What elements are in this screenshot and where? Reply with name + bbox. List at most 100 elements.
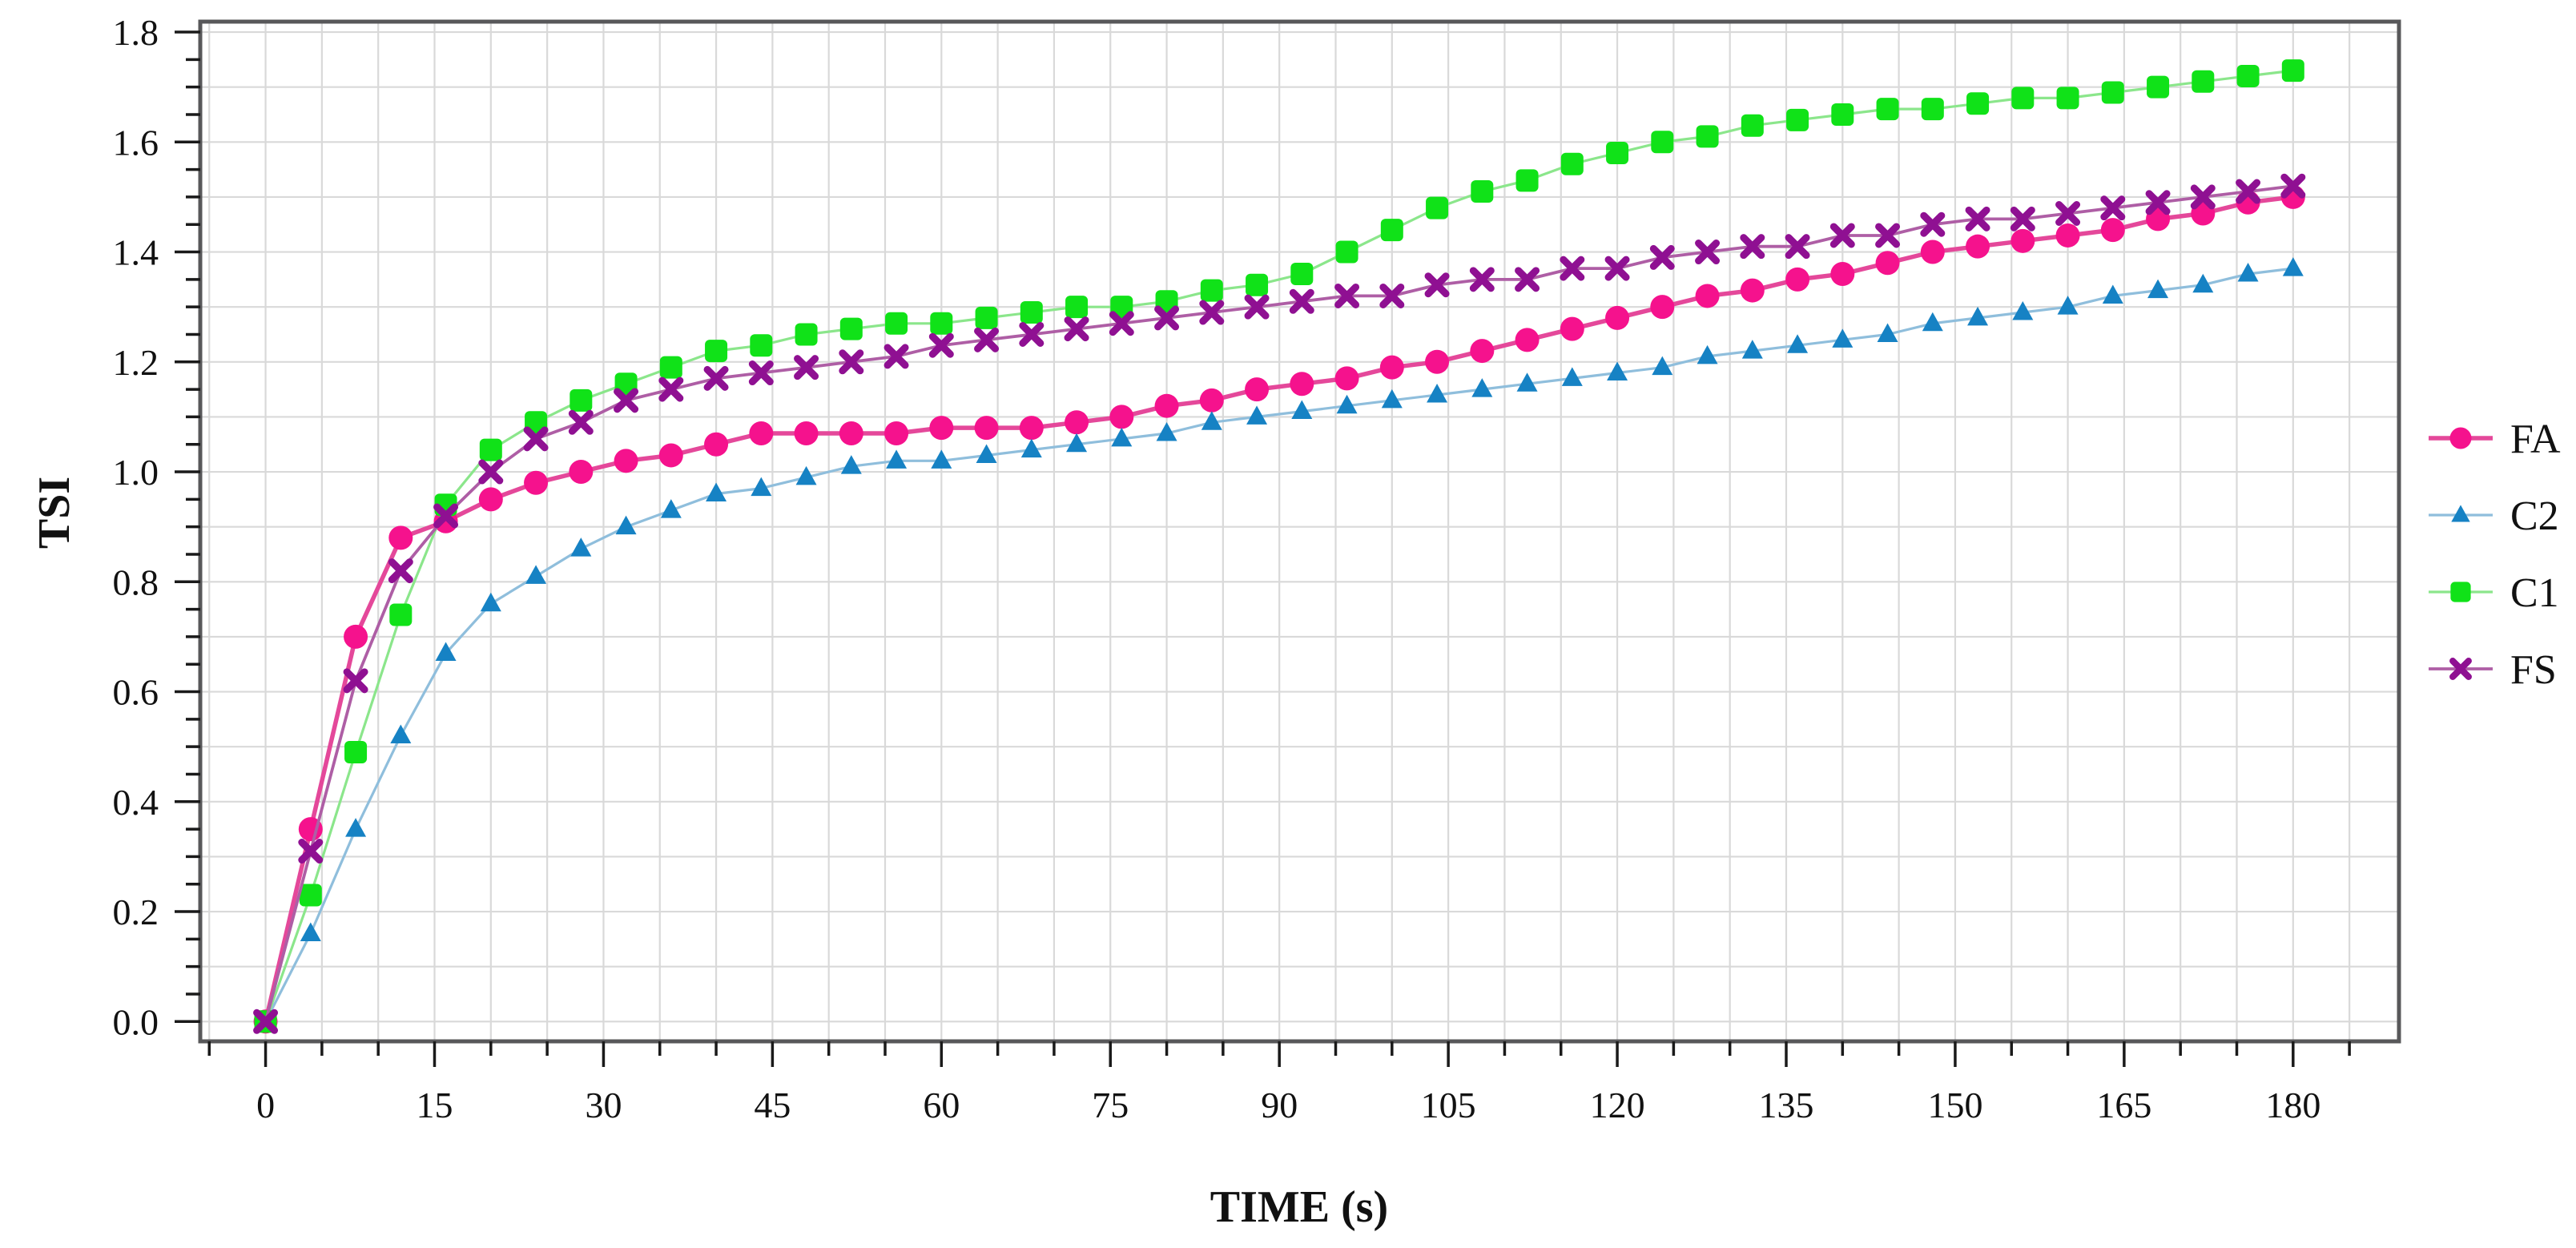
legend-label-FS: FS (2510, 647, 2557, 693)
square-marker (1606, 142, 1629, 165)
triangle-marker (345, 818, 367, 837)
triangle-marker (2237, 262, 2259, 282)
square-marker (1020, 301, 1043, 324)
y-tick-label-0.6: 0.6 (113, 672, 159, 713)
x-marker (1064, 316, 1089, 342)
circle-marker (704, 432, 729, 457)
circle-marker (974, 416, 999, 441)
x-tick-label-75: 75 (1092, 1085, 1129, 1125)
grid-lines (200, 22, 2399, 1041)
square-marker (1380, 219, 1403, 242)
x-marker (568, 409, 594, 435)
circle-marker (1109, 405, 1134, 429)
x-marker (1965, 206, 1990, 231)
x-tick-label-120: 120 (1590, 1085, 1645, 1125)
square-marker (839, 317, 863, 340)
x-tick-label-45: 45 (754, 1085, 791, 1125)
circle-marker (658, 443, 683, 468)
y-tick-label-0.8: 0.8 (113, 562, 159, 602)
x-tick-label-60: 60 (923, 1085, 960, 1125)
square-marker (1786, 108, 1809, 131)
legend: FA C2 C1 FS (2429, 417, 2561, 693)
square-marker (570, 388, 593, 412)
x-marker (2236, 179, 2261, 204)
triangle-marker (1787, 334, 1809, 353)
circle-marker (2100, 218, 2125, 243)
x-tick-label-105: 105 (1421, 1085, 1476, 1125)
x-marker (2190, 184, 2216, 210)
triangle-marker (615, 515, 637, 535)
y-tick-label-1.0: 1.0 (113, 452, 159, 493)
series-line-FS (264, 184, 2294, 1022)
x-marker (2145, 190, 2171, 215)
triangle-marker (300, 922, 321, 941)
legend-item-C2: C2 (2429, 493, 2559, 539)
circle-marker (749, 421, 774, 446)
triangle-marker (1427, 383, 1448, 403)
circle-marker (839, 421, 863, 446)
circle-marker (1830, 261, 1855, 286)
square-marker (930, 312, 953, 335)
x-marker (2010, 206, 2035, 231)
triangle-marker (2057, 296, 2079, 315)
circle-marker (1245, 377, 1270, 402)
circle-marker (524, 470, 549, 495)
triangle-marker (1516, 372, 1538, 392)
square-marker (344, 741, 368, 764)
triangle-marker (1471, 378, 1493, 397)
x-marker (2100, 195, 2126, 221)
triangle-marker (886, 449, 908, 469)
circle-marker (1154, 393, 1179, 418)
x-marker (703, 365, 729, 391)
x-marker (1649, 244, 1675, 270)
x-tick-label-15: 15 (417, 1085, 453, 1125)
triangle-marker (1201, 411, 1222, 430)
x-marker (1785, 234, 1810, 260)
circle-marker (884, 421, 909, 446)
x-marker (1515, 267, 1540, 292)
circle-marker (1966, 234, 1990, 259)
x-marker (388, 558, 413, 584)
circle-marker (614, 449, 638, 473)
triangle-marker (1922, 312, 1943, 332)
circle-marker (2055, 223, 2080, 248)
x-tick-label-150: 150 (1927, 1085, 1982, 1125)
x-marker (1829, 223, 1855, 248)
square-marker (1921, 98, 1944, 121)
circle-marker (478, 487, 503, 512)
x-marker (2280, 173, 2306, 199)
series-FS (253, 173, 2306, 1034)
x-marker (2055, 201, 2081, 227)
y-tick-label-1.2: 1.2 (113, 342, 159, 383)
square-marker (614, 372, 638, 396)
square-marker (479, 438, 502, 461)
x-marker (1019, 321, 1044, 347)
square-marker (1200, 279, 1223, 302)
x-marker (658, 376, 684, 402)
circle-marker (1560, 316, 1584, 341)
circle-marker (388, 525, 413, 550)
y-tick-label-0.2: 0.2 (113, 892, 159, 932)
x-marker (1424, 272, 1450, 298)
circle-marker (1379, 355, 1404, 380)
x-marker (1199, 300, 1225, 325)
circle-marker (1920, 240, 1945, 264)
square-marker (795, 323, 818, 346)
circle-marker (1290, 372, 1314, 397)
square-marker (2236, 64, 2260, 87)
x-marker (1740, 234, 1765, 260)
x-marker (1289, 288, 1314, 314)
square-marker (1065, 296, 1089, 319)
square-marker (1110, 296, 1133, 319)
square-marker (2011, 87, 2035, 110)
triangle-marker (1697, 344, 1718, 364)
x-marker (1469, 267, 1495, 292)
square-marker (659, 356, 682, 379)
square-marker (2056, 87, 2079, 110)
square-marker (1560, 152, 1584, 175)
legend-label-C1: C1 (2510, 570, 2559, 616)
circle-marker (1515, 328, 1540, 352)
triangle-marker (1381, 388, 1403, 409)
